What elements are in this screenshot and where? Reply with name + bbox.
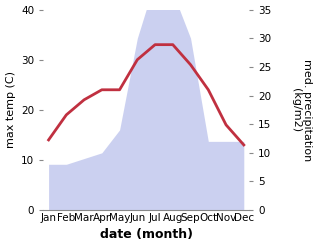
Y-axis label: max temp (C): max temp (C): [5, 71, 16, 148]
X-axis label: date (month): date (month): [100, 228, 193, 242]
Y-axis label: med. precipitation
(kg/m2): med. precipitation (kg/m2): [291, 59, 313, 161]
